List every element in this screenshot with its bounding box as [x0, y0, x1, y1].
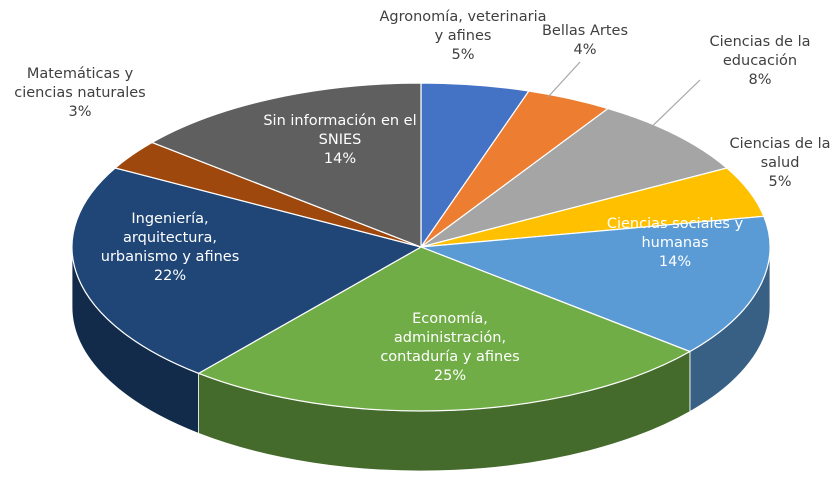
value-label: 14% — [658, 254, 692, 270]
category-name: Ingeniería, arquitectura, urbanismo y af… — [100, 211, 240, 265]
slice-label: Matemáticas y ciencias naturales 3% — [0, 65, 160, 122]
slice — [420, 107, 729, 248]
value-label: 22% — [153, 268, 187, 284]
leader-line — [637, 79, 701, 141]
category-name: Sin información en el SNIES — [263, 113, 417, 148]
value-label: 5% — [451, 47, 475, 63]
value-label: 4% — [573, 42, 597, 58]
slice-label: Ciencias de la salud 5% — [725, 135, 833, 192]
slice — [420, 215, 771, 353]
slice-label: Bellas Artes 4% — [525, 22, 645, 60]
category-name: Economía, administración, contaduría y a… — [380, 311, 520, 365]
slice-label: Sin información en el SNIES 14% — [255, 112, 425, 169]
slice-label: Ingeniería, arquitectura, urbanismo y af… — [95, 210, 245, 286]
value-label: 3% — [68, 104, 92, 120]
slice-label: Economía, administración, contaduría y a… — [375, 310, 525, 386]
slice-label: Agronomía, veterinaria y afines 5% — [378, 8, 548, 65]
slice-label: Ciencias sociales y humanas 14% — [595, 215, 755, 272]
value-label: 25% — [433, 368, 467, 384]
value-label: 5% — [768, 174, 792, 190]
slice — [71, 167, 423, 375]
slice — [197, 246, 692, 412]
category-name: Ciencias de la salud — [729, 136, 831, 171]
category-name: Agronomía, veterinaria y afines — [379, 9, 547, 44]
slice-label: Ciencias de la educación 8% — [695, 33, 825, 90]
leader-line — [547, 61, 581, 98]
slice — [150, 82, 422, 248]
value-label: 8% — [748, 72, 772, 88]
value-label: 14% — [323, 151, 357, 167]
category-name: Bellas Artes — [541, 23, 629, 39]
category-name: Ciencias sociales y humanas — [606, 216, 744, 251]
category-name: Matemáticas y ciencias naturales — [14, 66, 146, 101]
category-name: Ciencias de la educación — [709, 34, 811, 69]
